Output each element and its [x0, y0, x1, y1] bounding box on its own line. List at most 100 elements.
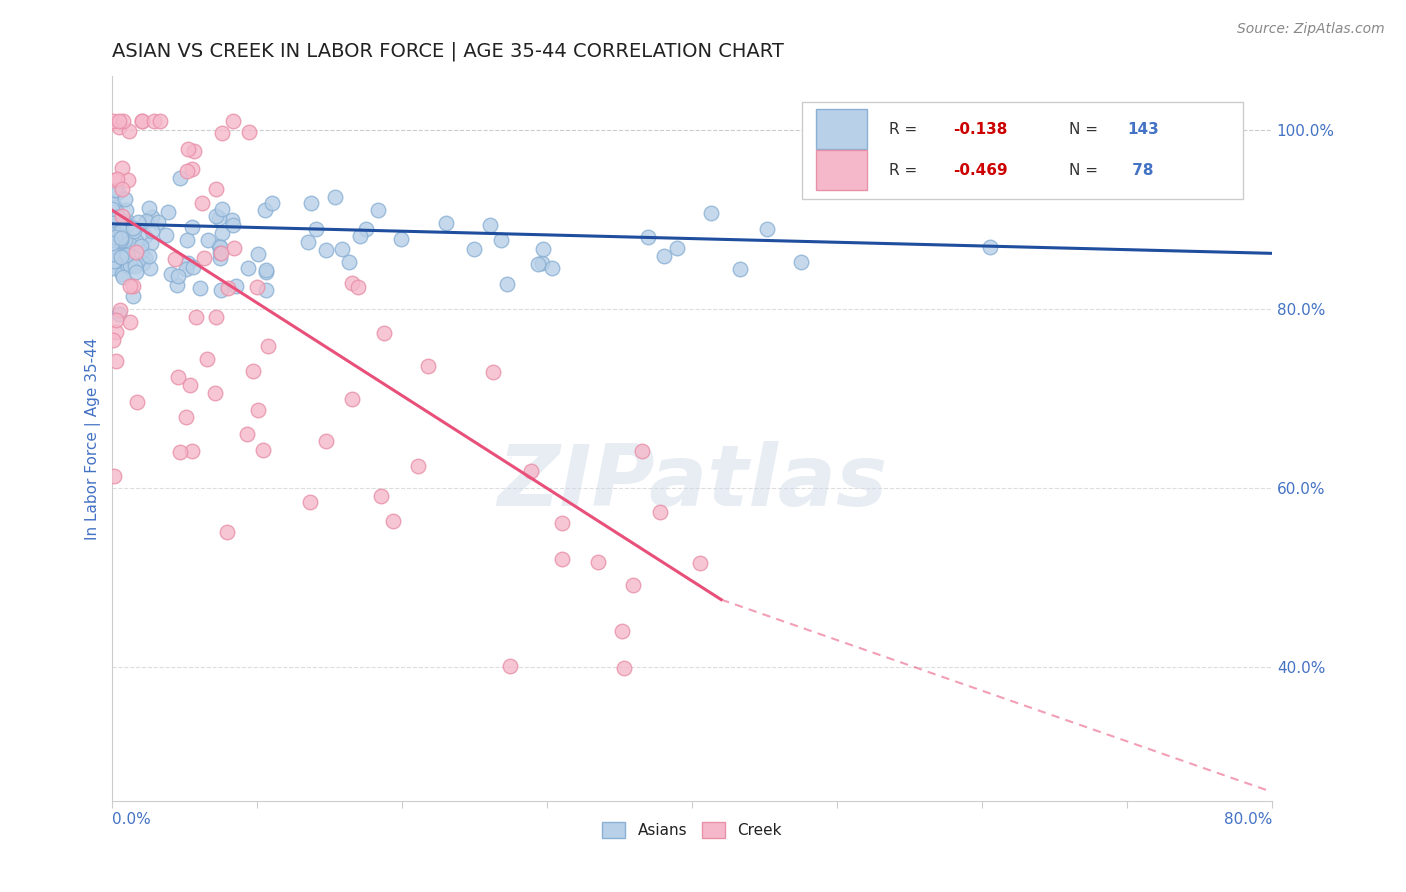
Point	[208, 240, 231, 254]
Text: N =: N =	[1069, 121, 1102, 136]
Point	[103, 227, 125, 241]
Point	[129, 239, 152, 253]
Point	[105, 313, 128, 327]
Point	[176, 164, 198, 178]
Point	[167, 268, 190, 283]
Point	[174, 410, 197, 425]
Point	[120, 258, 142, 272]
Point	[114, 216, 136, 230]
Point	[101, 114, 124, 128]
Point	[551, 516, 574, 530]
Point	[146, 215, 169, 229]
Point	[103, 211, 125, 226]
Point	[114, 233, 136, 247]
Point	[125, 235, 148, 249]
Point	[115, 257, 138, 271]
Point	[491, 233, 513, 247]
Point	[354, 222, 377, 236]
Point	[101, 239, 124, 253]
Point	[479, 218, 502, 232]
Point	[143, 114, 166, 128]
Point	[346, 279, 368, 293]
Text: 78: 78	[1128, 163, 1153, 178]
Point	[132, 256, 155, 270]
Point	[186, 310, 208, 325]
Point	[205, 182, 228, 196]
Point	[495, 277, 517, 292]
Point	[246, 280, 269, 294]
Point	[101, 218, 124, 232]
Point	[209, 284, 232, 298]
Point	[305, 222, 328, 236]
Point	[630, 444, 652, 458]
Point	[103, 254, 125, 268]
Point	[124, 259, 146, 273]
Point	[197, 233, 219, 247]
Point	[149, 114, 172, 128]
Point	[610, 624, 633, 639]
Point	[211, 202, 233, 216]
Point	[105, 171, 128, 186]
Point	[104, 236, 127, 251]
Text: 80.0%: 80.0%	[1223, 812, 1272, 827]
Point	[103, 205, 125, 219]
Point	[193, 251, 215, 265]
Point	[110, 303, 132, 318]
Text: N =: N =	[1069, 163, 1102, 178]
Point	[499, 659, 522, 673]
Point	[101, 216, 124, 230]
Point	[254, 263, 277, 277]
Point	[104, 354, 127, 368]
Point	[110, 224, 132, 238]
Point	[225, 279, 247, 293]
Point	[297, 235, 319, 249]
Point	[613, 660, 636, 674]
Point	[551, 551, 574, 566]
Point	[112, 220, 135, 235]
Point	[755, 221, 778, 235]
Point	[180, 219, 202, 234]
Point	[195, 352, 218, 367]
Point	[222, 114, 245, 128]
Point	[101, 211, 124, 226]
Point	[101, 235, 124, 250]
Point	[101, 202, 124, 216]
Point	[122, 289, 145, 303]
Point	[117, 247, 139, 261]
Point	[648, 505, 671, 519]
Point	[179, 377, 201, 392]
Point	[110, 234, 132, 248]
Point	[588, 555, 610, 569]
Point	[160, 267, 183, 281]
Point	[209, 245, 232, 260]
Point	[127, 394, 149, 409]
Point	[141, 224, 163, 238]
Point	[166, 278, 188, 293]
Point	[104, 203, 127, 218]
Text: Source: ZipAtlas.com: Source: ZipAtlas.com	[1237, 22, 1385, 37]
Point	[103, 228, 125, 243]
Point	[107, 210, 129, 224]
Point	[209, 246, 232, 260]
Point	[104, 200, 127, 214]
Text: R =: R =	[889, 121, 922, 136]
Point	[531, 242, 554, 256]
Point	[108, 120, 131, 134]
Point	[382, 514, 405, 528]
Point	[112, 236, 135, 251]
Point	[131, 114, 153, 128]
Point	[115, 218, 138, 232]
FancyBboxPatch shape	[803, 102, 1243, 200]
Point	[222, 218, 245, 232]
Point	[101, 333, 124, 347]
Point	[242, 364, 264, 378]
Point	[122, 224, 145, 238]
Point	[463, 242, 485, 256]
Point	[103, 225, 125, 239]
Point	[349, 229, 371, 244]
Point	[217, 281, 239, 295]
Point	[101, 246, 124, 260]
Point	[111, 161, 134, 175]
Point	[520, 464, 543, 478]
Point	[163, 252, 186, 267]
